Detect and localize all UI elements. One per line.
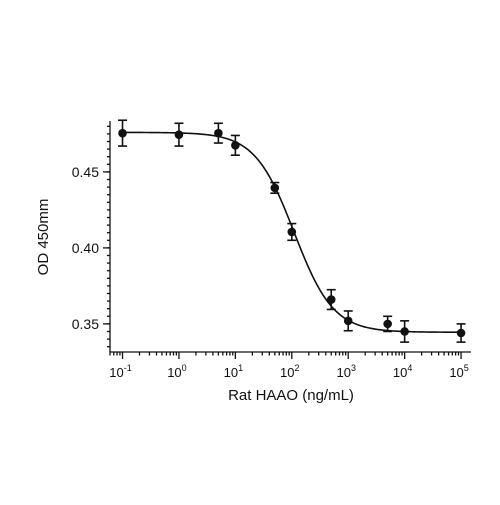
- data-point: [343, 310, 353, 332]
- y-tick-label: 0.40: [72, 240, 99, 256]
- x-tick-label: 104: [393, 363, 412, 380]
- point-marker: [174, 130, 184, 139]
- point-marker: [326, 295, 336, 304]
- point-marker: [400, 327, 409, 336]
- x-tick-label: 102: [280, 363, 299, 380]
- x-tick-label: 101: [224, 363, 243, 380]
- data-point: [270, 181, 280, 194]
- data-points-layer: [118, 119, 466, 343]
- axis-labels: Rat HAAO (ng/mL) OD 450mm: [35, 199, 354, 404]
- y-tick-label: 0.45: [72, 164, 99, 180]
- x-tick-label: 103: [336, 363, 355, 380]
- data-point: [118, 119, 128, 147]
- y-tick-label: 0.35: [72, 316, 99, 332]
- axes: 0.35 0.40 0.45 10-1 100 101 102 103 104 105: [72, 121, 471, 380]
- data-point: [174, 122, 184, 147]
- data-point: [383, 315, 393, 333]
- data-point: [456, 323, 466, 343]
- data-point: [400, 320, 410, 343]
- data-point: [326, 288, 336, 311]
- point-marker: [383, 319, 392, 329]
- point-marker: [456, 328, 466, 338]
- point-marker: [214, 128, 223, 138]
- x-axis-label: Rat HAAO (ng/mL): [228, 387, 354, 404]
- point-marker: [231, 141, 240, 150]
- data-point: [287, 222, 297, 242]
- y-axis-label: OD 450mm: [35, 199, 52, 276]
- x-tick-label: 100: [167, 363, 186, 380]
- point-marker: [287, 227, 297, 237]
- data-point: [213, 122, 223, 144]
- data-point: [230, 134, 240, 156]
- point-marker: [270, 183, 280, 193]
- x-tick-label: 105: [449, 363, 468, 380]
- point-marker: [343, 316, 353, 326]
- point-marker: [118, 128, 127, 138]
- x-tick-label: 10-1: [109, 363, 131, 380]
